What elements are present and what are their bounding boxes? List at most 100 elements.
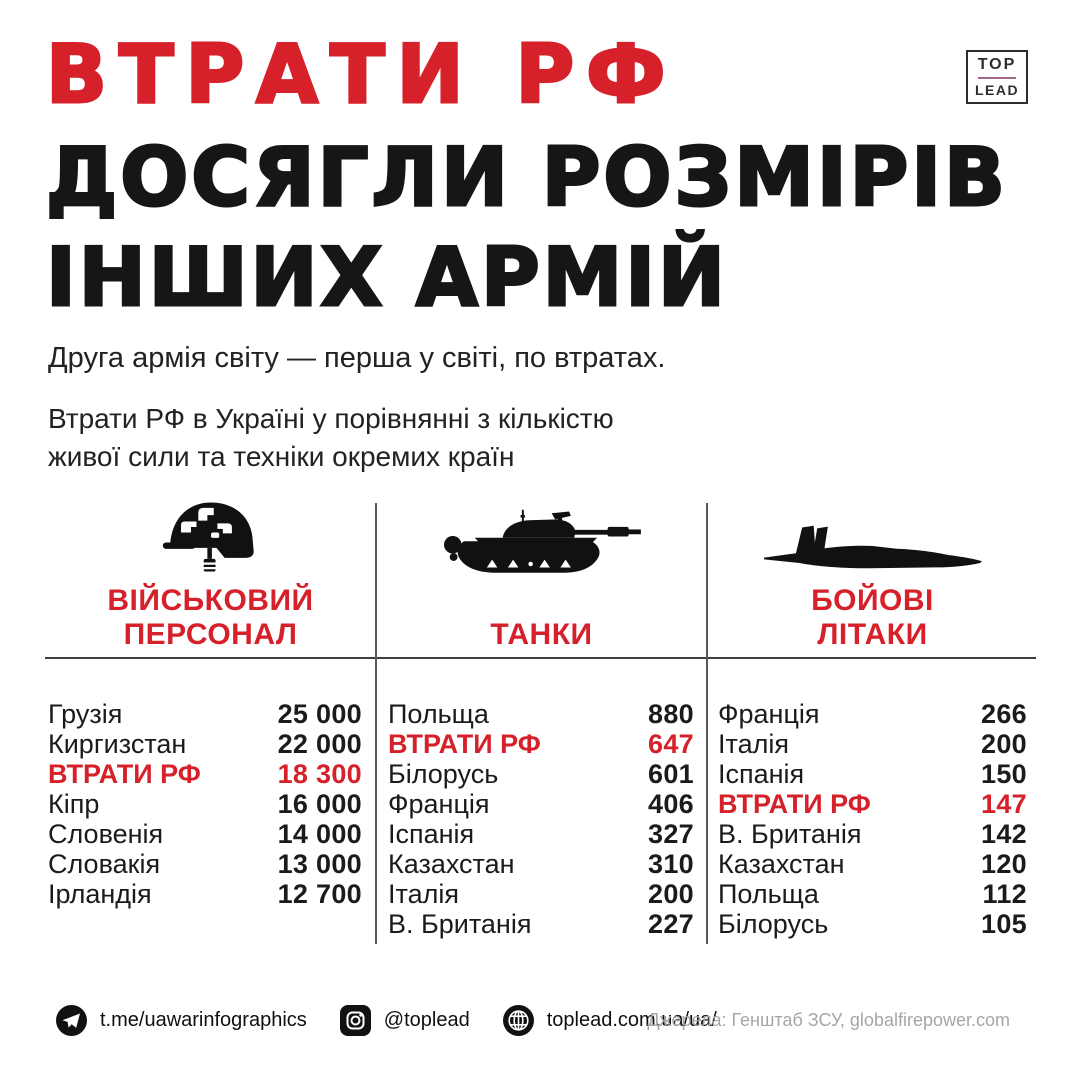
country-value: 880: [648, 699, 694, 729]
country-label: Киргизстан: [48, 729, 187, 759]
losses-label: ВТРАТИ РФ: [718, 789, 871, 819]
country-value: 406: [648, 789, 694, 819]
country-label: Італія: [718, 729, 789, 759]
table-row: В. Британія 142: [718, 819, 1027, 849]
table-row: Білорусь 105: [718, 909, 1027, 939]
country-label: Іспанія: [718, 759, 805, 789]
column-head-personnel: ВІЙСЬКОВИЙ ПЕРСОНАЛ: [45, 492, 376, 656]
helmet-icon: [161, 492, 261, 578]
logo-divider: [978, 77, 1016, 79]
country-label: Грузія: [48, 699, 123, 729]
table-row: Казахстан 310: [388, 849, 694, 879]
country-value: 12 700: [277, 879, 362, 909]
subtitle: Друга армія світу — перша у світі, по вт…: [48, 342, 666, 374]
table-row: Іспанія 327: [388, 819, 694, 849]
table-row: Італія 200: [718, 729, 1027, 759]
country-value: 601: [648, 759, 694, 789]
vertical-divider-1: [375, 503, 377, 944]
telegram-link-text: t.me/uawarinfographics: [100, 1008, 307, 1031]
telegram-icon: [56, 1004, 87, 1036]
title-main-line1: ДОСЯГЛИ РОЗМІРІВ: [44, 130, 1009, 226]
table-row: Італія 200: [388, 879, 694, 909]
column-title-personnel: ВІЙСЬКОВИЙ ПЕРСОНАЛ: [107, 584, 314, 651]
fighter-jet-icon: [753, 492, 993, 578]
table-row: Білорусь 601: [388, 759, 694, 789]
title-main-line2: ІНШИХ АРМІЙ: [44, 230, 728, 326]
country-value: 14 000: [277, 819, 362, 849]
country-label: Кіпр: [48, 789, 100, 819]
horizontal-divider: [45, 657, 1036, 659]
country-value: 16 000: [277, 789, 362, 819]
column-head-tanks: ТАНКИ: [376, 492, 707, 656]
country-label: Польща: [388, 699, 489, 729]
country-label: Франція: [388, 789, 490, 819]
description-line2: живої сили та техніки окремих країн: [48, 441, 515, 472]
country-label: Казахстан: [388, 849, 515, 879]
table-row: Грузія 25 000: [48, 699, 362, 729]
logo-top-text: TOP: [977, 56, 1017, 73]
sources-text: Джерела: Генштаб ЗСУ, globalfirepower.co…: [647, 1010, 1010, 1030]
telegram-link[interactable]: t.me/uawarinfographics: [56, 1004, 307, 1036]
country-label: Словенія: [48, 819, 164, 849]
table-row: В. Британія 227: [388, 909, 694, 939]
country-label: Франція: [718, 699, 820, 729]
instagram-link[interactable]: @toplead: [339, 1004, 470, 1036]
table-row: Франція 406: [388, 789, 694, 819]
country-value: 13 000: [277, 849, 362, 879]
country-value: 25 000: [277, 699, 362, 729]
losses-label: ВТРАТИ РФ: [48, 759, 201, 789]
instagram-link-text: @toplead: [383, 1008, 470, 1031]
table-row-losses: ВТРАТИ РФ 147: [718, 789, 1027, 819]
table-row: Іспанія 150: [718, 759, 1027, 789]
country-value: 200: [981, 729, 1027, 759]
country-value: 327: [648, 819, 694, 849]
table-row: Кіпр 16 000: [48, 789, 362, 819]
table-row: Польща 880: [388, 699, 694, 729]
description: Втрати РФ в Україні у порівнянні з кільк…: [48, 400, 614, 476]
globe-icon: [502, 1004, 534, 1036]
website-link-text: toplead.com.ua/ua/: [546, 1008, 717, 1031]
country-value: 120: [981, 849, 1027, 879]
country-value: 150: [981, 759, 1027, 789]
title-main: ДОСЯГЛИ РОЗМІРІВ ІНШИХ АРМІЙ: [44, 128, 1009, 328]
website-link[interactable]: toplead.com.ua/ua/: [502, 1004, 717, 1036]
vertical-divider-2: [706, 503, 708, 944]
table-row: Словенія 14 000: [48, 819, 362, 849]
country-value: 227: [648, 909, 694, 939]
country-value: 142: [981, 819, 1027, 849]
country-label: В. Британія: [718, 819, 862, 849]
toplead-logo: TOP LEAD: [966, 50, 1028, 104]
table-row-losses: ВТРАТИ РФ 18 300: [48, 759, 362, 789]
table-personnel: Грузія 25 000 Киргизстан 22 000 ВТРАТИ РФ 1…: [48, 699, 362, 909]
country-value: 112: [982, 879, 1027, 909]
country-label: Іспанія: [388, 819, 475, 849]
country-label: Словакія: [48, 849, 161, 879]
title-losses-rf: ВТРАТИ РФ: [44, 28, 678, 121]
losses-label: ВТРАТИ РФ: [388, 729, 541, 759]
country-label: Ірландія: [48, 879, 152, 909]
country-label: Білорусь: [388, 759, 499, 789]
column-title-aircraft: БОЙОВІ ЛІТАКИ: [811, 584, 934, 651]
country-label: В. Британія: [388, 909, 532, 939]
table-row: Ірландія 12 700: [48, 879, 362, 909]
table-row: Польща 112: [718, 879, 1027, 909]
losses-value: 147: [981, 789, 1027, 819]
country-value: 266: [981, 699, 1027, 729]
country-value: 22 000: [277, 729, 362, 759]
tank-icon: [429, 492, 655, 578]
country-label: Італія: [388, 879, 459, 909]
table-tanks: Польща 880 ВТРАТИ РФ 647 Білорусь 601 Франц…: [388, 699, 694, 939]
table-row: Словакія 13 000: [48, 849, 362, 879]
table-row: Франція 266: [718, 699, 1027, 729]
column-head-aircraft: БОЙОВІ ЛІТАКИ: [707, 492, 1038, 656]
column-title-tanks: ТАНКИ: [490, 618, 593, 651]
country-label: Польща: [718, 879, 819, 909]
losses-value: 18 300: [277, 759, 362, 789]
losses-value: 647: [648, 729, 694, 759]
instagram-icon: [339, 1004, 371, 1036]
country-label: Білорусь: [718, 909, 829, 939]
country-value: 310: [648, 849, 694, 879]
description-line1: Втрати РФ в Україні у порівнянні з кільк…: [48, 403, 614, 434]
table-aircraft: Франція 266 Італія 200 Іспанія 150 ВТРАТИ Р…: [718, 699, 1027, 939]
